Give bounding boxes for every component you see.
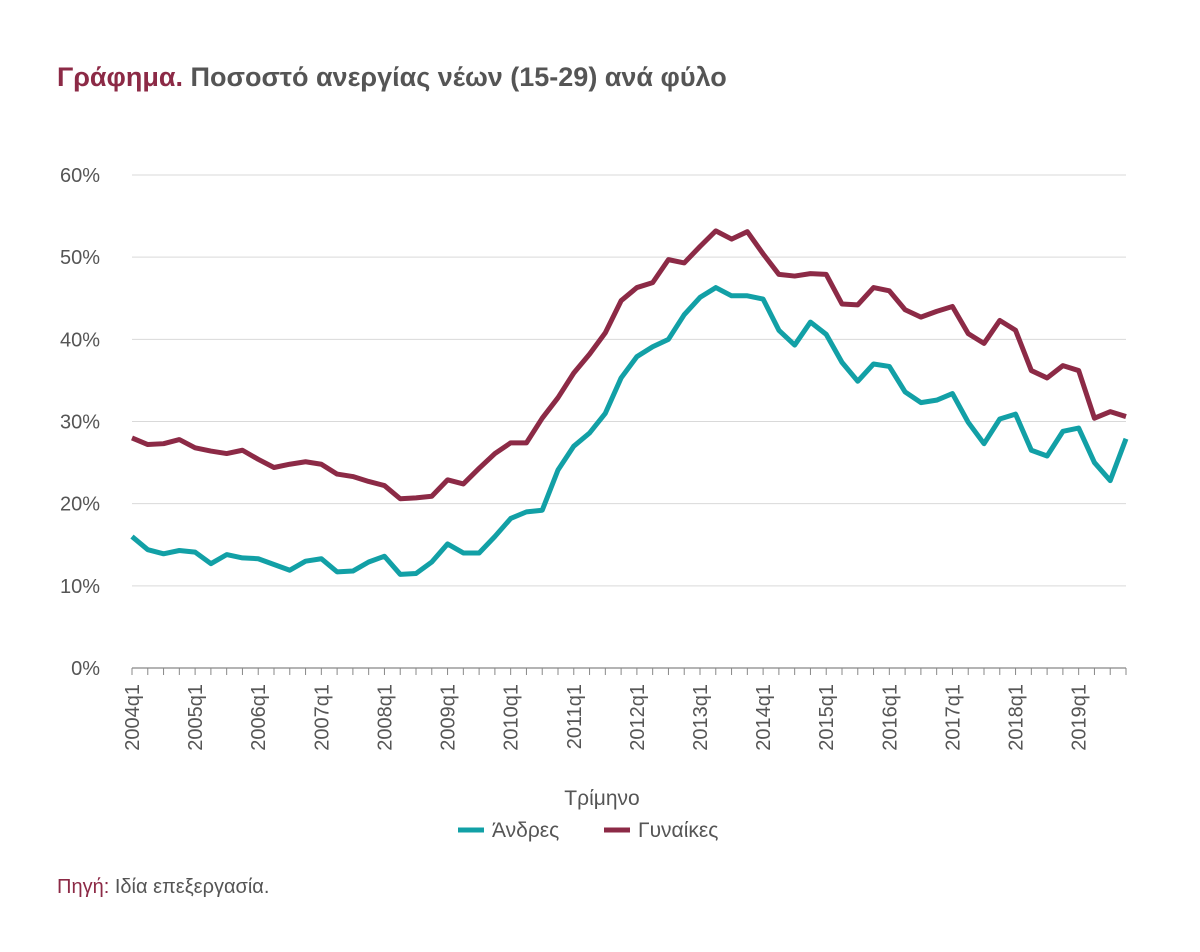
x-tick-label: 2016q1 — [879, 684, 901, 751]
y-tick-label: 0% — [71, 658, 100, 680]
x-tick-label: 2017q1 — [942, 684, 964, 751]
x-tick-label: 2011q1 — [564, 684, 586, 749]
x-tick-label: 2018q1 — [1006, 684, 1028, 751]
x-tick-label: 2010q1 — [501, 684, 523, 751]
series-line-1 — [130, 285, 1129, 577]
x-tick-label: 2008q1 — [374, 684, 396, 751]
legend-label-1: Άνδρες — [492, 819, 559, 842]
y-axis-tick-labels: 0% 10% 20% 30% 40% 50% 60% — [60, 165, 100, 680]
x-axis-tick-labels: 2004q1 2005q1 2006q1 2007q1 2008q1 2009q1 2010… — [122, 684, 1091, 751]
x-tick-label: 2006q1 — [248, 684, 270, 751]
grid-lines — [132, 174, 1126, 587]
y-tick-label: 50% — [60, 247, 100, 269]
line-chart: 0%10%20%30%40%50%60% 2004q1 2005q1 2006q1 2… — [60, 165, 1129, 842]
y-tick-label: 10% — [60, 576, 100, 598]
x-tick-label: 2007q1 — [311, 684, 333, 751]
x-tick-label: 2004q1 — [122, 684, 144, 751]
source-note: Πηγή: Ιδία επεξεργασία. — [57, 876, 269, 899]
y-tick-label: 20% — [60, 494, 100, 516]
y-tick-label: 30% — [60, 412, 100, 434]
x-tick-label: 2019q1 — [1069, 684, 1091, 751]
chart-title: Γράφημα. Ποσοστό ανεργίας νέων (15-29) α… — [57, 62, 727, 93]
x-tick-label: 2014q1 — [753, 684, 775, 751]
x-axis — [131, 667, 1127, 675]
source-text: Ιδία επεξεργασία. — [114, 876, 270, 898]
legend: Άνδρες Γυναίκες — [458, 819, 718, 842]
x-tick-label: 2009q1 — [438, 684, 460, 751]
chart-title-text: Ποσοστό ανεργίας νέων (15-29) ανά φύλο — [190, 62, 727, 92]
chart-title-prefix: Γράφημα. — [57, 62, 183, 92]
y-tick-label: 40% — [60, 329, 100, 351]
x-tick-label: 2013q1 — [690, 684, 712, 751]
series-lines — [130, 228, 1129, 577]
series-line-2 — [131, 228, 1127, 502]
x-tick-label: 2005q1 — [185, 684, 207, 751]
x-tick-label: 2012q1 — [627, 684, 649, 751]
y-tick-label: 60% — [60, 165, 100, 187]
x-axis-label: Τρίμηνο — [564, 787, 639, 810]
legend-label-2: Γυναίκες — [638, 819, 718, 842]
source-prefix: Πηγή: — [57, 876, 110, 898]
x-tick-label: 2015q1 — [816, 684, 838, 751]
